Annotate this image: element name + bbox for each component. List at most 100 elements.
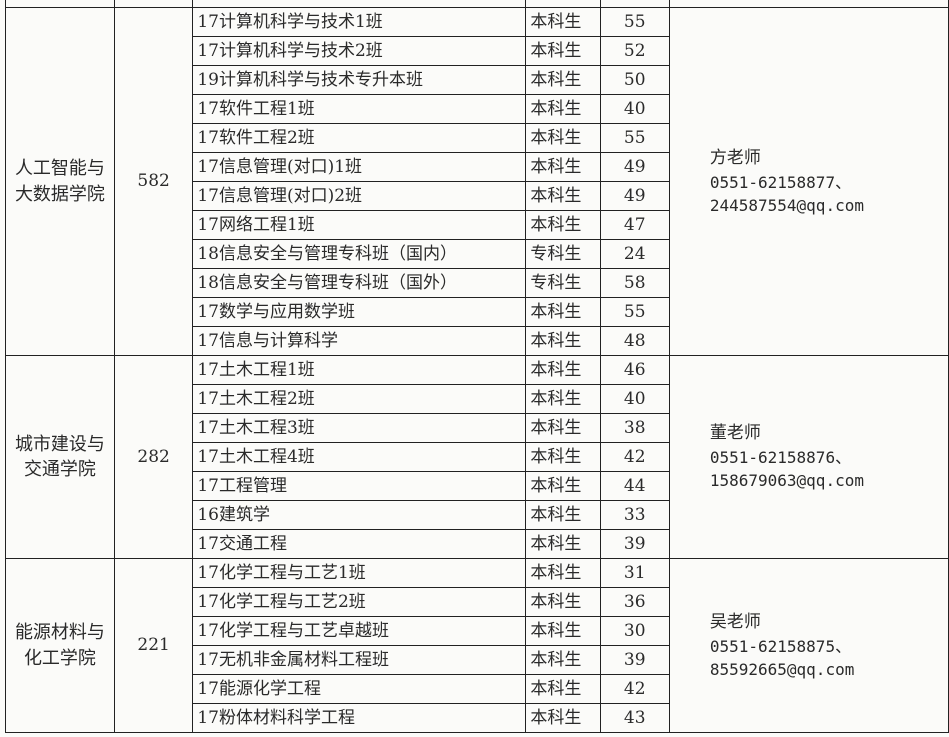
table-row: 17软件工程2班 本科生 55 — [6, 123, 949, 153]
student-count: 58 — [599, 268, 670, 298]
class-name: 17土木工程4班 — [192, 442, 527, 472]
class-name: 16建筑学 — [192, 500, 527, 530]
student-count: 55 — [599, 123, 670, 153]
student-level: 本科生 — [525, 558, 601, 588]
student-count: 52 — [599, 36, 670, 66]
table-row: 17化学工程与工艺2班 本科生 36 — [6, 587, 949, 617]
table-row-partial-top — [5, 0, 949, 8]
student-count: 55 — [599, 7, 670, 37]
student-level: 本科生 — [525, 210, 601, 240]
student-count: 50 — [599, 65, 670, 95]
contact-email: 85592665@qq.com — [709, 659, 855, 679]
student-count: 43 — [599, 703, 670, 733]
cell — [668, 0, 949, 8]
student-level: 本科生 — [525, 471, 601, 501]
class-name: 17土木工程3班 — [192, 413, 527, 443]
class-name: 19计算机科学与技术专升本班 — [192, 65, 527, 95]
table-row: 17数学与应用数学班 本科生 55 — [6, 297, 949, 327]
class-name: 17计算机科学与技术2班 — [192, 36, 527, 66]
table-row: 17信息管理(对口)2班 本科生 49 — [6, 181, 949, 211]
student-count: 38 — [599, 413, 670, 443]
class-name: 17化学工程与工艺2班 — [192, 587, 527, 617]
student-count: 40 — [599, 384, 670, 414]
table-row: 16建筑学 本科生 33 — [6, 500, 949, 530]
table-row: 18信息安全与管理专科班（国内） 专科生 24 — [6, 239, 949, 269]
student-count: 46 — [599, 355, 670, 385]
student-level: 本科生 — [525, 94, 601, 124]
class-name: 17能源化学工程 — [192, 674, 527, 704]
student-level: 本科生 — [525, 645, 601, 675]
student-count: 33 — [599, 500, 670, 530]
contact-cell: 方老师 0551-62158877、 244587554@qq.com — [668, 7, 949, 356]
cell — [599, 0, 670, 8]
table-row: 17网络工程1班 本科生 47 — [6, 210, 949, 240]
student-count: 48 — [599, 326, 670, 356]
student-count: 39 — [599, 529, 670, 559]
table-row: 17信息与计算科学 本科生 48 — [6, 326, 949, 356]
student-level: 本科生 — [525, 674, 601, 704]
student-level: 本科生 — [525, 123, 601, 153]
cell — [5, 0, 115, 8]
college-total: 282 — [113, 355, 194, 559]
student-count: 42 — [599, 674, 670, 704]
table-row: 17软件工程1班 本科生 40 — [6, 94, 949, 124]
student-count: 49 — [599, 152, 670, 182]
class-name: 17化学工程与工艺卓越班 — [192, 616, 527, 646]
contact-phone: 0551-62158875、 — [709, 636, 852, 656]
student-level: 本科生 — [525, 703, 601, 733]
contact-email: 244587554@qq.com — [709, 195, 864, 215]
college-name: 能源材料与化工学院 — [14, 622, 105, 669]
student-level: 本科生 — [525, 7, 601, 37]
student-level: 本科生 — [525, 384, 601, 414]
student-count: 30 — [599, 616, 670, 646]
contact-cell: 吴老师 0551-62158875、 85592665@qq.com — [668, 558, 949, 733]
contact-name: 董老师 — [709, 423, 761, 444]
class-name: 17土木工程1班 — [192, 355, 527, 385]
class-name: 17信息管理(对口)2班 — [192, 181, 527, 211]
student-level: 专科生 — [525, 239, 601, 269]
cell — [192, 0, 527, 8]
college-cell: 人工智能与大数据学院 — [5, 7, 115, 356]
student-level: 本科生 — [525, 616, 601, 646]
student-count: 42 — [599, 442, 670, 472]
table-row: 城市建设与交通学院 282 17土木工程1班 本科生 46 董老师 0551-6215887… — [5, 355, 949, 559]
college-cell: 城市建设与交通学院 — [5, 355, 115, 559]
table-row: 18信息安全与管理专科班（国外） 专科生 58 — [6, 268, 949, 298]
class-name: 17粉体材料科学工程 — [192, 703, 527, 733]
college-total: 582 — [113, 7, 194, 356]
student-level: 本科生 — [525, 297, 601, 327]
student-level: 本科生 — [525, 355, 601, 385]
student-level: 本科生 — [525, 442, 601, 472]
college-name: 人工智能与大数据学院 — [14, 158, 105, 205]
student-level: 本科生 — [525, 36, 601, 66]
class-name: 17网络工程1班 — [192, 210, 527, 240]
contact-email: 158679063@qq.com — [709, 471, 864, 491]
college-cell: 能源材料与化工学院 — [5, 558, 115, 733]
student-level: 本科生 — [525, 326, 601, 356]
student-count: 47 — [599, 210, 670, 240]
class-name: 18信息安全与管理专科班（国内） — [192, 239, 527, 269]
class-name: 17信息与计算科学 — [192, 326, 527, 356]
student-level: 本科生 — [525, 181, 601, 211]
student-count: 31 — [599, 558, 670, 588]
class-name: 17数学与应用数学班 — [192, 297, 527, 327]
student-level: 专科生 — [525, 268, 601, 298]
contact-phone: 0551-62158876、 — [709, 448, 852, 468]
class-name: 17交通工程 — [192, 529, 527, 559]
student-level: 本科生 — [525, 587, 601, 617]
student-count: 44 — [599, 471, 670, 501]
student-level: 本科生 — [525, 413, 601, 443]
class-name: 17软件工程2班 — [192, 123, 527, 153]
cell — [525, 0, 601, 8]
class-name: 18信息安全与管理专科班（国外） — [192, 268, 527, 298]
table-row: 人工智能与大数据学院 582 17计算机科学与技术1班 本科生 55 方老师 0551-62… — [5, 7, 949, 356]
student-count: 49 — [599, 181, 670, 211]
table-row: 17工程管理 本科生 44 — [6, 471, 949, 501]
class-name: 17信息管理(对口)1班 — [192, 152, 527, 182]
student-level: 本科生 — [525, 65, 601, 95]
enrollment-table: 人工智能与大数据学院 582 17计算机科学与技术1班 本科生 55 方老师 0551-62… — [5, 0, 949, 733]
student-count: 36 — [599, 587, 670, 617]
college-total: 221 — [113, 558, 194, 733]
contact-phone: 0551-62158877、 — [709, 172, 852, 192]
class-name: 17化学工程与工艺1班 — [192, 558, 527, 588]
